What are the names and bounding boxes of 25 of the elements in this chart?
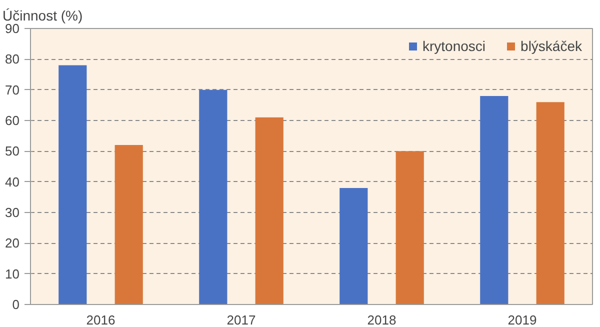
y-tick-label: 50: [5, 144, 20, 159]
y-tick-label: 30: [5, 205, 20, 220]
y-tick-label: 60: [5, 113, 20, 128]
y-tick-label: 10: [5, 266, 20, 282]
bar: [480, 96, 508, 304]
y-tick-label: 20: [5, 236, 20, 251]
x-tick-label: 2018: [367, 312, 396, 327]
y-tick-label: 40: [5, 174, 20, 190]
x-tick-label: 2017: [226, 312, 256, 327]
legend-label: blýskáček: [520, 38, 582, 54]
x-tick-label: 2019: [508, 312, 537, 327]
legend-label: krytonosci: [422, 38, 486, 54]
y-tick-label: 90: [5, 21, 20, 36]
bar: [255, 117, 284, 304]
y-tick-label: 0: [12, 297, 20, 312]
y-tick-label: 70: [5, 82, 20, 98]
bar: [396, 151, 424, 304]
bar: [340, 188, 368, 304]
bar: [536, 102, 564, 304]
bar: [114, 145, 143, 304]
y-axis-title: Účinnost (%): [2, 8, 83, 24]
y-tick-label: 80: [5, 52, 20, 67]
bar: [58, 65, 87, 304]
bar: [199, 90, 228, 304]
x-tick-label: 2016: [86, 312, 116, 327]
